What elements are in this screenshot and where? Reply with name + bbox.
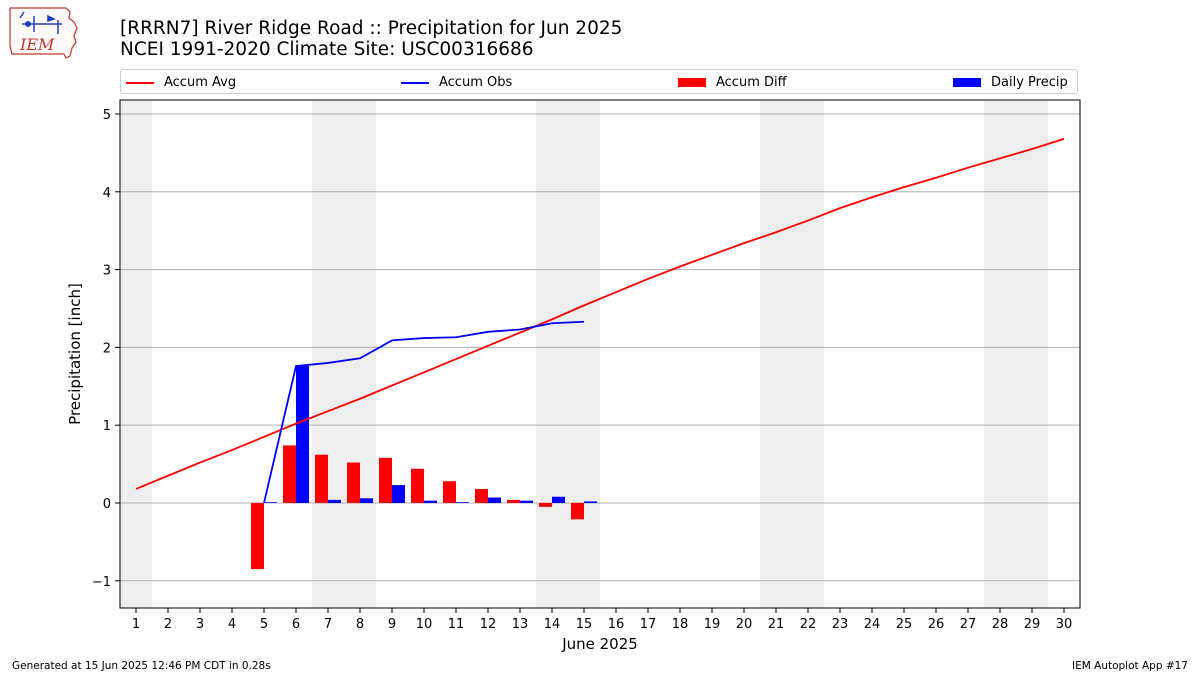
x-tick-label-8: 8 — [356, 617, 364, 632]
daily-bar-day-15 — [584, 501, 597, 503]
diff-bar-day-5 — [251, 502, 264, 570]
legend-label-daily-precip: Daily Precip — [991, 75, 1068, 90]
legend-label-accum-obs: Accum Obs — [439, 75, 513, 90]
title-line-2: NCEI 1991-2020 Climate Site: USC00316686 — [120, 39, 534, 60]
diff-bar-day-11 — [443, 481, 456, 503]
x-tick-label-3: 3 — [196, 617, 204, 632]
x-tick-label-29: 29 — [1024, 617, 1041, 632]
accum-obs-line — [263, 320, 585, 504]
y-axis-ticks: −1 0 1 2 3 4 5 — [92, 108, 120, 590]
diff-bar-day-14 — [539, 502, 552, 507]
diff-bar-day-13 — [507, 499, 520, 503]
legend-item-accum-avg: Accum Avg — [126, 70, 236, 95]
y-gridlines — [120, 113, 1080, 582]
legend-item-accum-obs: Accum Obs — [401, 70, 512, 95]
x-tick-label-24: 24 — [864, 617, 881, 632]
diff-bar-day-10 — [411, 468, 424, 503]
x-tick-label-25: 25 — [896, 617, 913, 632]
y-tick-label-1: 1 — [103, 419, 111, 434]
weekend-band-2 — [312, 100, 376, 608]
daily-bar-day-12 — [488, 497, 501, 503]
diff-bar-day-9 — [379, 457, 392, 503]
y-tick-label-3: 3 — [103, 264, 111, 279]
daily-bar-day-8 — [360, 498, 373, 503]
plot-frame — [119, 99, 1081, 609]
x-tick-label-30: 30 — [1056, 617, 1073, 632]
daily-bar-day-13 — [520, 500, 533, 503]
x-tick-label-5: 5 — [260, 617, 268, 632]
y-tick-label--1: −1 — [92, 575, 111, 590]
diff-bar-day-15 — [571, 502, 584, 520]
daily-bar-day-7 — [328, 499, 341, 503]
x-tick-label-18: 18 — [672, 617, 689, 632]
x-tick-label-15: 15 — [576, 617, 593, 632]
x-tick-label-16: 16 — [608, 617, 625, 632]
daily-precip-bars — [264, 366, 597, 503]
weekend-band-3 — [536, 100, 600, 608]
x-tick-label-9: 9 — [388, 617, 396, 632]
daily-bar-day-10 — [424, 500, 437, 503]
chart-title: [RRRN7] River Ridge Road :: Precipitatio… — [120, 18, 622, 60]
x-tick-label-7: 7 — [324, 617, 332, 632]
x-tick-label-17: 17 — [640, 617, 657, 632]
x-tick-label-21: 21 — [768, 617, 785, 632]
diff-bar-day-6 — [283, 445, 296, 503]
title-line-1: [RRRN7] River Ridge Road :: Precipitatio… — [120, 18, 623, 39]
x-tick-label-13: 13 — [512, 617, 529, 632]
x-tick-label-23: 23 — [832, 617, 849, 632]
diff-bar-day-12 — [475, 488, 488, 503]
x-tick-label-14: 14 — [544, 617, 561, 632]
x-axis-label: June 2025 — [561, 635, 638, 653]
x-tick-label-26: 26 — [928, 617, 945, 632]
x-tick-label-19: 19 — [704, 617, 721, 632]
x-tick-label-28: 28 — [992, 617, 1009, 632]
accum-diff-bars — [251, 445, 584, 570]
x-tick-label-27: 27 — [960, 617, 977, 632]
x-tick-label-11: 11 — [448, 617, 465, 632]
footer-generated: Generated at 15 Jun 2025 12:46 PM CDT in… — [12, 660, 271, 672]
legend-swatch-accum-diff — [678, 78, 706, 87]
legend-label-accum-avg: Accum Avg — [164, 75, 237, 90]
iowa-outline-shape — [9, 7, 78, 59]
legend-swatch-accum-obs — [401, 81, 429, 84]
x-tick-label-4: 4 — [228, 617, 236, 632]
daily-bar-day-9 — [392, 485, 405, 503]
y-tick-label-0: 0 — [103, 497, 111, 512]
legend-swatch-accum-avg — [126, 81, 154, 84]
x-tick-label-12: 12 — [480, 617, 497, 632]
daily-bar-day-11 — [456, 502, 469, 503]
accum-lines — [135, 138, 1065, 504]
legend-label-accum-diff: Accum Diff — [716, 75, 787, 90]
daily-bar-day-6 — [296, 366, 309, 503]
diff-bar-day-8 — [347, 462, 360, 503]
y-tick-label-2: 2 — [103, 341, 111, 356]
weekend-band-4 — [760, 100, 824, 608]
x-tick-label-10: 10 — [416, 617, 433, 632]
weekend-band-5 — [984, 100, 1048, 608]
diff-bar-day-7 — [315, 454, 328, 503]
y-tick-label-4: 4 — [103, 186, 111, 201]
x-tick-label-22: 22 — [800, 617, 817, 632]
x-tick-label-1: 1 — [132, 617, 140, 632]
logo-text: IEM — [19, 35, 55, 54]
x-axis-ticks: 1 2 3 4 5 6 7 8 9 10 11 12 13 14 15 16 17 18 19 20 21 22 23 24 2… — [132, 608, 1072, 632]
accum-avg-line — [135, 138, 1065, 490]
y-axis-label: Precipitation [inch] — [66, 283, 84, 425]
weekend-shading — [120, 100, 1048, 608]
footer-app: IEM Autoplot App #17 — [1072, 660, 1188, 672]
iem-logo: IEM — [9, 7, 78, 59]
daily-bar-day-14 — [552, 496, 565, 503]
legend-item-accum-diff: Accum Diff — [678, 70, 787, 95]
x-tick-label-20: 20 — [736, 617, 753, 632]
chart-legend: Accum Avg Accum Obs Accum Diff Daily Pre… — [120, 69, 1078, 94]
weekend-band-1 — [120, 100, 152, 608]
x-tick-label-2: 2 — [164, 617, 172, 632]
daily-bar-day-5 — [264, 502, 277, 503]
x-tick-label-6: 6 — [292, 617, 300, 632]
legend-item-daily-precip: Daily Precip — [953, 70, 1068, 95]
weather-station-icon — [19, 11, 62, 34]
y-tick-label-5: 5 — [103, 108, 111, 123]
legend-swatch-daily-precip — [953, 78, 981, 87]
